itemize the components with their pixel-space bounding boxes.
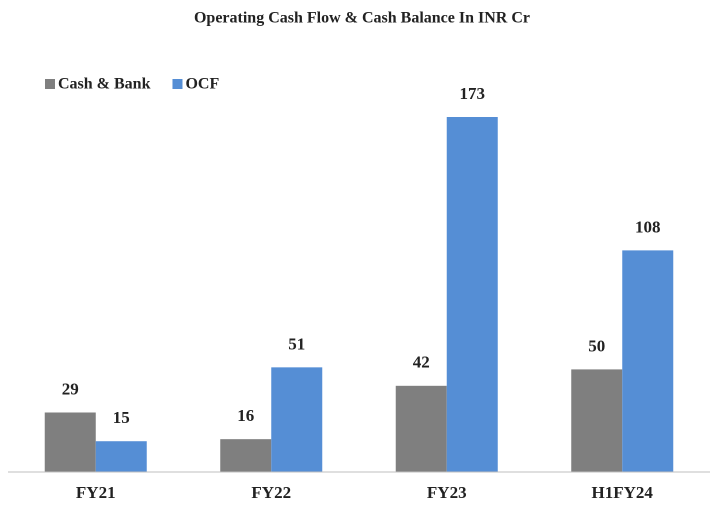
data-label: 15 bbox=[113, 408, 130, 427]
data-label: 108 bbox=[635, 217, 661, 236]
data-label: 173 bbox=[460, 84, 486, 103]
chart-title: Operating Cash Flow & Cash Balance In IN… bbox=[194, 10, 530, 27]
bar bbox=[395, 385, 447, 472]
legend-swatch bbox=[172, 79, 183, 89]
legend-swatch bbox=[45, 79, 55, 89]
x-tick-label: FY23 bbox=[427, 483, 467, 502]
data-label: 50 bbox=[588, 336, 605, 355]
bar bbox=[271, 367, 323, 472]
data-label: 16 bbox=[237, 406, 254, 425]
bar bbox=[571, 369, 623, 472]
data-label: 51 bbox=[288, 334, 305, 353]
legend-label: Cash & Bank bbox=[58, 76, 151, 93]
bar bbox=[446, 117, 498, 472]
bar bbox=[44, 412, 96, 472]
data-label: 29 bbox=[62, 379, 79, 398]
x-tick-label: FY22 bbox=[251, 483, 291, 502]
legend-label: OCF bbox=[185, 76, 219, 93]
data-label: 42 bbox=[413, 353, 430, 372]
bar bbox=[220, 439, 272, 472]
bar bbox=[95, 441, 147, 472]
x-tick-label: H1FY24 bbox=[592, 483, 654, 502]
bar bbox=[622, 250, 674, 472]
x-tick-label: FY21 bbox=[76, 483, 116, 502]
